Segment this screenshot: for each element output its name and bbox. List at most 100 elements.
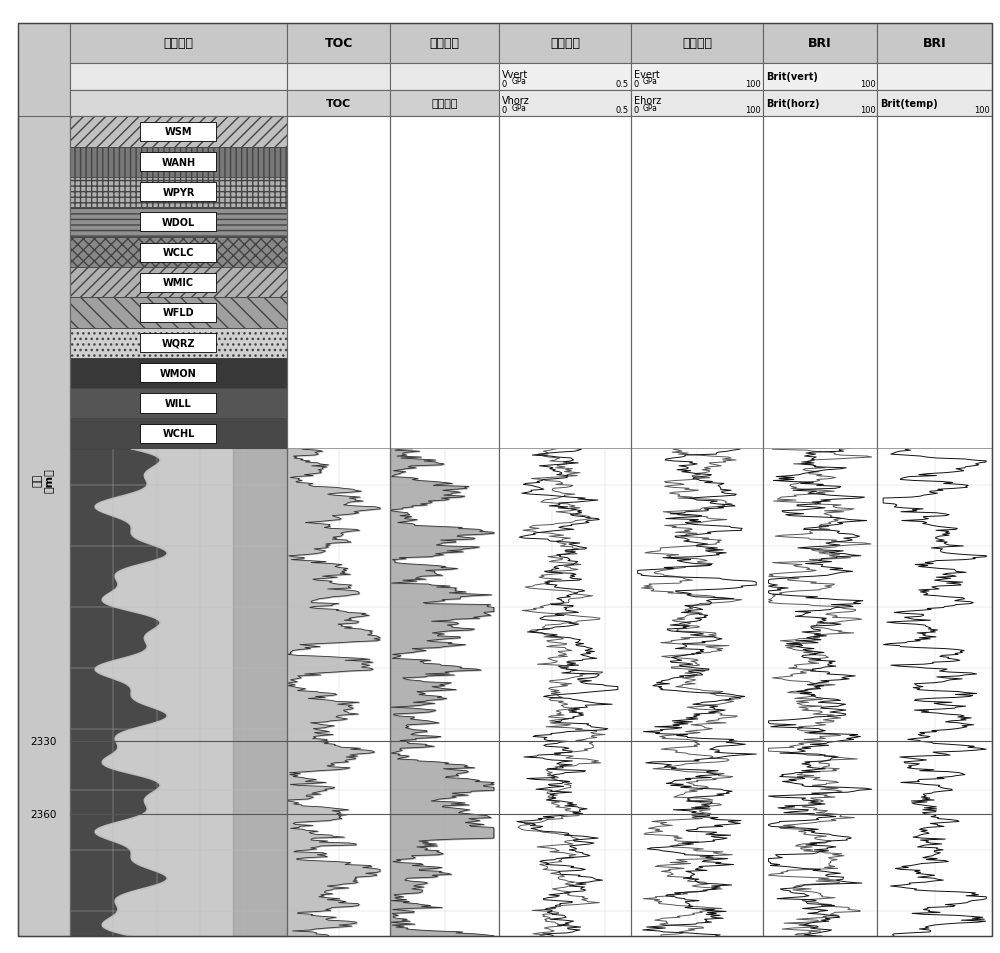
Bar bbox=[877, 117, 992, 449]
Bar bbox=[70, 418, 287, 449]
Text: 2360: 2360 bbox=[31, 809, 57, 819]
Bar bbox=[390, 117, 499, 449]
Text: WCLC: WCLC bbox=[163, 248, 194, 258]
Bar bbox=[877, 91, 992, 117]
Bar bbox=[287, 91, 390, 117]
Bar bbox=[140, 152, 216, 172]
Bar bbox=[140, 364, 216, 383]
Bar bbox=[140, 213, 216, 233]
Bar bbox=[140, 394, 216, 413]
Text: 100: 100 bbox=[745, 80, 761, 89]
Bar bbox=[70, 148, 287, 177]
Bar bbox=[631, 91, 763, 117]
Bar bbox=[140, 183, 216, 202]
Bar bbox=[499, 91, 631, 117]
Bar bbox=[631, 117, 763, 936]
Text: 0: 0 bbox=[501, 80, 507, 89]
Bar bbox=[140, 334, 216, 353]
Text: WQRZ: WQRZ bbox=[162, 338, 195, 348]
Text: WILL: WILL bbox=[165, 398, 192, 409]
Text: WMIC: WMIC bbox=[163, 278, 194, 288]
Bar bbox=[763, 117, 877, 449]
Bar bbox=[18, 117, 70, 936]
Bar bbox=[763, 117, 877, 936]
Text: BRI: BRI bbox=[808, 37, 832, 51]
Text: TOC: TOC bbox=[326, 99, 351, 109]
Text: Brit(temp): Brit(temp) bbox=[880, 99, 938, 109]
Text: GPa: GPa bbox=[643, 104, 658, 112]
Text: WPYR: WPYR bbox=[162, 188, 195, 197]
Text: GPa: GPa bbox=[511, 77, 526, 86]
Text: 100: 100 bbox=[745, 107, 761, 115]
Bar bbox=[70, 24, 287, 64]
Bar bbox=[390, 117, 499, 936]
Bar bbox=[140, 274, 216, 293]
Text: 深度
（m）: 深度 （m） bbox=[33, 468, 55, 492]
Text: Vvert: Vvert bbox=[502, 70, 529, 79]
Text: 0: 0 bbox=[501, 107, 507, 115]
Text: WDOL: WDOL bbox=[162, 217, 195, 228]
Bar bbox=[140, 424, 216, 443]
Text: WANH: WANH bbox=[161, 157, 195, 168]
Text: 总含气量: 总含气量 bbox=[430, 37, 460, 51]
Bar bbox=[877, 64, 992, 91]
Bar bbox=[140, 304, 216, 323]
Bar bbox=[287, 64, 390, 91]
Text: Evert: Evert bbox=[634, 70, 660, 79]
Text: TOC: TOC bbox=[325, 37, 353, 51]
Bar bbox=[70, 238, 287, 268]
Bar bbox=[631, 24, 763, 64]
Text: 0.5: 0.5 bbox=[616, 107, 629, 115]
Text: Vhorz: Vhorz bbox=[502, 96, 530, 106]
Bar bbox=[70, 268, 287, 298]
Bar bbox=[390, 91, 499, 117]
Bar bbox=[70, 177, 287, 208]
Text: 0: 0 bbox=[633, 80, 638, 89]
Text: Ehorz: Ehorz bbox=[634, 96, 661, 106]
Bar bbox=[631, 117, 763, 449]
Text: 100: 100 bbox=[860, 107, 875, 115]
Text: BRI: BRI bbox=[923, 37, 947, 51]
Text: 2330: 2330 bbox=[31, 736, 57, 746]
Bar bbox=[763, 91, 877, 117]
Bar bbox=[499, 117, 631, 936]
Bar bbox=[287, 24, 390, 64]
Text: 杨氏模量: 杨氏模量 bbox=[682, 37, 712, 51]
Text: 0: 0 bbox=[633, 107, 638, 115]
Bar bbox=[499, 117, 631, 449]
Text: 泊松分布: 泊松分布 bbox=[550, 37, 580, 51]
Text: WSM: WSM bbox=[165, 128, 192, 137]
Bar bbox=[70, 298, 287, 328]
Bar bbox=[287, 117, 390, 936]
Bar bbox=[499, 64, 631, 91]
Bar bbox=[70, 117, 287, 936]
Text: 100: 100 bbox=[974, 107, 990, 115]
Bar bbox=[763, 24, 877, 64]
Bar bbox=[70, 328, 287, 358]
Bar bbox=[140, 123, 216, 142]
Bar bbox=[877, 117, 992, 936]
Bar bbox=[70, 358, 287, 389]
Text: 100: 100 bbox=[860, 80, 875, 89]
Bar bbox=[390, 24, 499, 64]
Text: GPa: GPa bbox=[511, 104, 526, 112]
Bar bbox=[140, 243, 216, 262]
Bar bbox=[877, 24, 992, 64]
Text: 矿物质量: 矿物质量 bbox=[163, 37, 193, 51]
Text: WFLD: WFLD bbox=[163, 308, 194, 318]
Bar bbox=[70, 91, 287, 117]
Text: WCHL: WCHL bbox=[162, 429, 195, 438]
Bar bbox=[70, 208, 287, 238]
Bar bbox=[70, 117, 287, 148]
Bar bbox=[70, 64, 287, 91]
Bar bbox=[18, 24, 70, 936]
Bar bbox=[70, 389, 287, 418]
Bar bbox=[287, 117, 390, 449]
Bar bbox=[631, 64, 763, 91]
Text: WMON: WMON bbox=[160, 369, 197, 378]
Text: Brit(horz): Brit(horz) bbox=[766, 99, 819, 109]
Text: GPa: GPa bbox=[643, 77, 658, 86]
Bar bbox=[390, 64, 499, 91]
Text: Brit(vert): Brit(vert) bbox=[766, 72, 818, 82]
Bar bbox=[499, 24, 631, 64]
